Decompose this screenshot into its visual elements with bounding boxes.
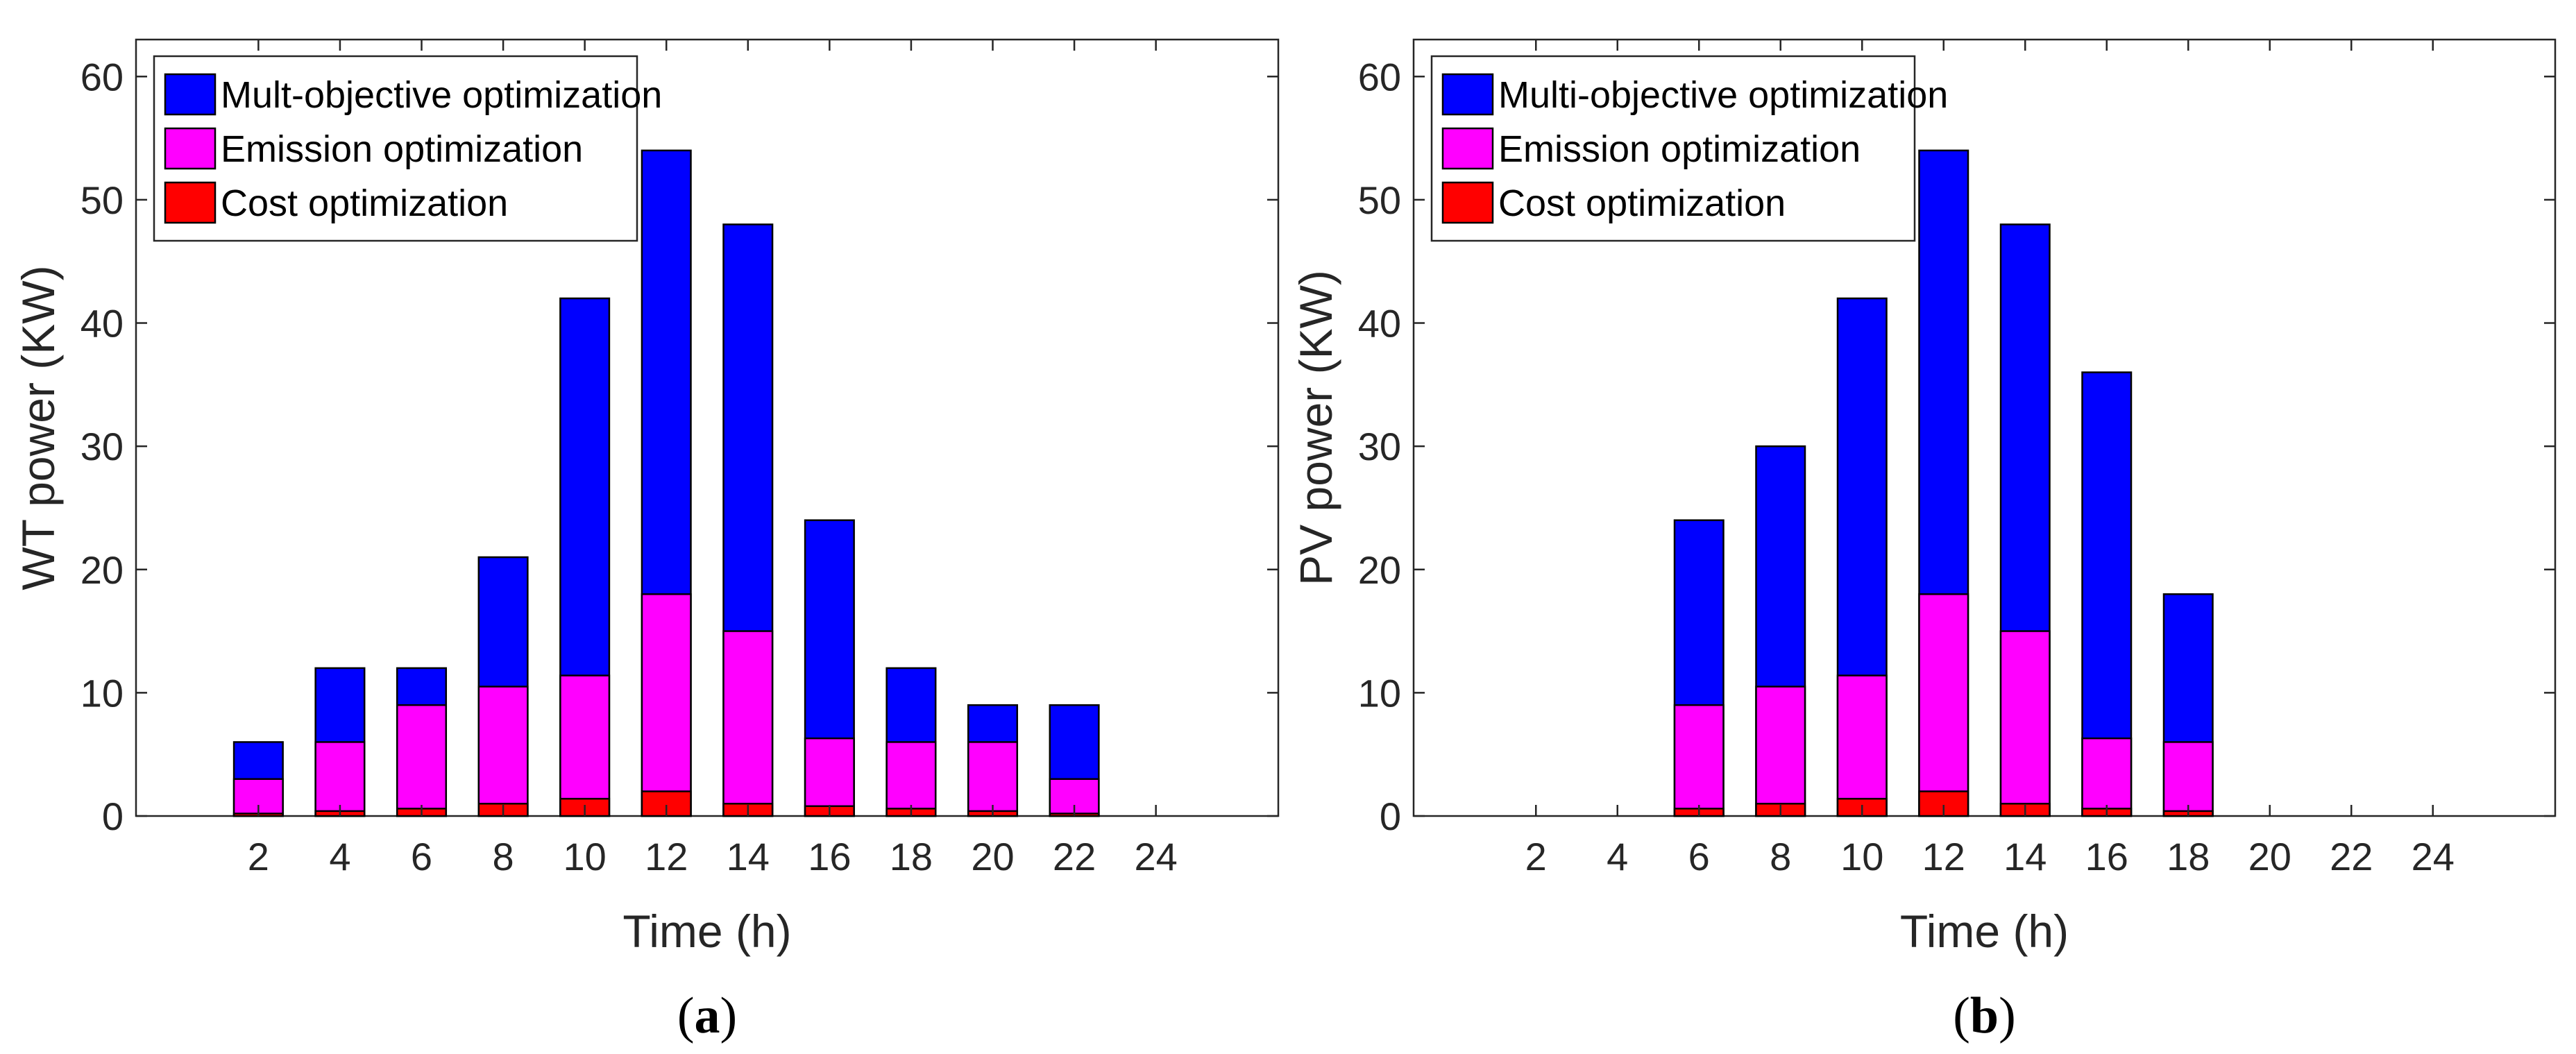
x-tick-label-a-18: 18 xyxy=(890,835,933,878)
x-tick-label-a-8: 8 xyxy=(492,835,514,878)
y-axis-title-b: PV power (KW) xyxy=(1290,270,1341,586)
legend-box-b xyxy=(1430,55,1916,242)
axes-box-a xyxy=(135,38,1280,817)
y-tick-label-b-10: 10 xyxy=(1358,671,1401,715)
legend-swatch-cost-b xyxy=(1441,181,1494,224)
bar-emission-a-t16 xyxy=(804,737,855,817)
bar-emission-b-t6 xyxy=(1673,704,1725,817)
y-tick-label-a-40: 40 xyxy=(80,302,124,346)
panel-label-a: (a) xyxy=(677,987,737,1044)
x-tick-label-a-24: 24 xyxy=(1134,835,1177,878)
legend-swatch-emission-b xyxy=(1441,127,1494,170)
x-tick-label-a-20: 20 xyxy=(971,835,1014,878)
axes-box-b xyxy=(1412,38,2557,817)
legend-label-emission-b: Emission optimization xyxy=(1498,128,1861,170)
legend-label-emission-a: Emission optimization xyxy=(221,128,583,170)
y-tick-label-b-30: 30 xyxy=(1358,425,1401,468)
x-tick-label-a-6: 6 xyxy=(411,835,432,878)
y-tick-label-a-20: 20 xyxy=(80,548,124,592)
x-tick-label-b-4: 4 xyxy=(1607,835,1628,878)
legend-swatch-multi-a xyxy=(164,73,217,116)
panel-label-b: (b) xyxy=(1953,987,2015,1044)
x-tick-label-b-16: 16 xyxy=(2085,835,2128,878)
bar-emission-b-t10 xyxy=(1836,674,1888,817)
legend-swatch-emission-a xyxy=(164,127,217,170)
bar-emission-b-t12 xyxy=(1918,593,1969,817)
x-tick-label-b-24: 24 xyxy=(2412,835,2455,878)
x-tick-label-b-12: 12 xyxy=(1922,835,1965,878)
y-tick-label-a-30: 30 xyxy=(80,425,124,468)
x-axis-title-b: Time (h) xyxy=(1900,906,2069,957)
y-tick-label-a-50: 50 xyxy=(80,178,124,222)
x-axis-title-a: Time (h) xyxy=(622,906,791,957)
legend-a: Mult-objective optimization Emission opti… xyxy=(153,55,662,242)
legend-swatch-multi-b xyxy=(1441,73,1494,116)
bar-emission-a-t12 xyxy=(641,593,692,817)
x-tick-label-b-20: 20 xyxy=(2248,835,2291,878)
legend-b: Multi-objective optimization Emission opt… xyxy=(1430,55,1948,242)
bar-emission-a-t20 xyxy=(967,741,1019,817)
x-tick-label-b-14: 14 xyxy=(2003,835,2047,878)
y-tick-label-b-50: 50 xyxy=(1358,178,1401,222)
legend-label-cost-a: Cost optimization xyxy=(221,182,508,224)
x-tick-label-a-4: 4 xyxy=(329,835,350,878)
y-tick-label-a-10: 10 xyxy=(80,671,124,715)
bar-emission-b-t16 xyxy=(2081,737,2133,817)
x-tick-label-b-18: 18 xyxy=(2167,835,2210,878)
y-tick-label-b-0: 0 xyxy=(1380,794,1401,838)
legend-swatch-cost-a xyxy=(164,181,217,224)
legend-label-multi-a: Mult-objective optimization xyxy=(221,74,662,116)
bar-emission-a-t14 xyxy=(722,630,774,817)
x-tick-label-a-2: 2 xyxy=(248,835,269,878)
bar-emission-a-t18 xyxy=(886,741,937,817)
x-tick-label-a-16: 16 xyxy=(808,835,851,878)
x-tick-label-b-10: 10 xyxy=(1840,835,1883,878)
bar-emission-a-t8 xyxy=(477,686,529,817)
bar-emission-a-t10 xyxy=(559,674,611,817)
legend-box-a xyxy=(153,55,638,242)
y-tick-label-a-0: 0 xyxy=(102,794,124,838)
x-tick-label-a-22: 22 xyxy=(1053,835,1096,878)
x-tick-label-a-10: 10 xyxy=(563,835,606,878)
bar-emission-a-t6 xyxy=(396,704,448,817)
y-tick-label-b-60: 60 xyxy=(1358,55,1401,99)
x-tick-label-a-14: 14 xyxy=(727,835,770,878)
bar-emission-b-t8 xyxy=(1755,686,1806,817)
y-tick-label-b-40: 40 xyxy=(1358,302,1401,346)
x-tick-label-b-22: 22 xyxy=(2330,835,2373,878)
y-axis-title-a: WT power (KW) xyxy=(12,265,64,590)
x-tick-label-b-6: 6 xyxy=(1688,835,1710,878)
bar-emission-b-t14 xyxy=(1999,630,2051,817)
legend-label-multi-b: Multi-objective optimization xyxy=(1498,74,1948,116)
x-tick-label-b-2: 2 xyxy=(1525,835,1547,878)
x-tick-label-a-12: 12 xyxy=(645,835,688,878)
y-tick-label-a-60: 60 xyxy=(80,55,124,99)
legend-label-cost-b: Cost optimization xyxy=(1498,182,1786,224)
bar-emission-b-t18 xyxy=(2162,741,2214,817)
y-tick-label-b-20: 20 xyxy=(1358,548,1401,592)
x-tick-label-b-8: 8 xyxy=(1770,835,1791,878)
